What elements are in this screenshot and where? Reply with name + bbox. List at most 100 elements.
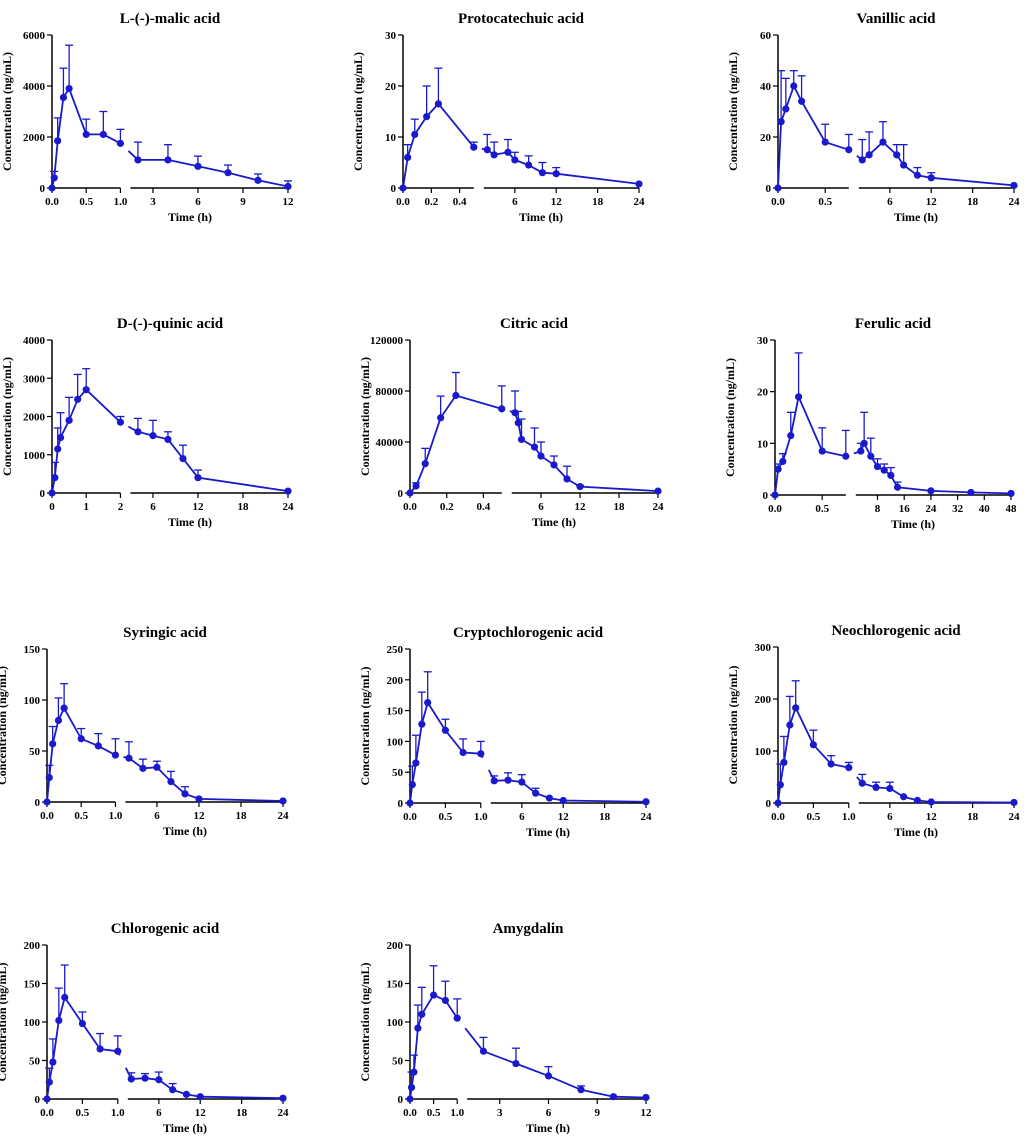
data-point — [545, 794, 554, 802]
x-tick-label: 24 — [634, 196, 646, 208]
chart-panel: Chlorogenic acid 0 50 100 150 200 Concentratio… — [0, 921, 289, 1135]
y-tick-label: 150 — [387, 706, 404, 718]
data-point — [94, 742, 102, 750]
x-tick-label: 6 — [195, 196, 201, 208]
x-tick-label: 6 — [538, 501, 544, 513]
data-point — [576, 483, 584, 491]
data-point — [54, 716, 63, 725]
x-tick-label: 0.5 — [818, 196, 832, 208]
x-tick-label: 24 — [653, 501, 665, 513]
data-point — [538, 169, 547, 177]
y-tick-label: 10 — [757, 438, 769, 450]
data-point — [181, 790, 189, 798]
data-point — [412, 759, 420, 767]
x-tick-label: 12 — [558, 811, 570, 823]
data-point — [406, 1095, 414, 1103]
data-point — [45, 1078, 53, 1086]
series-line — [777, 705, 849, 804]
series-line — [137, 430, 289, 492]
y-tick-label: 0 — [763, 490, 769, 502]
x-tick-label: 0.4 — [477, 501, 491, 513]
chart-panel: Neochlorogenic acid 0 100 200 300 Concentrati… — [726, 623, 1020, 839]
data-point — [514, 419, 522, 427]
series-line — [137, 158, 289, 188]
x-tick-label: 0.5 — [76, 1107, 90, 1119]
data-point — [504, 148, 512, 156]
data-point — [56, 433, 65, 442]
y-tick-label: 0 — [766, 183, 772, 195]
break-connector — [456, 1017, 460, 1022]
chart-title: Syringic acid — [123, 625, 207, 641]
x-tick-label: 0.0 — [40, 1107, 54, 1119]
chart-panel: Cryptochlorogenic acid 0 50 100 150 200 250 Con… — [358, 625, 652, 839]
data-point — [194, 162, 202, 170]
data-point — [642, 1093, 650, 1102]
x-tick-label: 6 — [546, 1107, 552, 1119]
data-point — [408, 780, 416, 789]
x-tick-label: 12 — [575, 501, 587, 513]
x-tick-label: 32 — [952, 503, 964, 515]
data-point — [552, 170, 560, 178]
x-tick-label: 0.0 — [403, 811, 417, 823]
x-tick-label: 6 — [519, 811, 525, 823]
data-point — [59, 93, 68, 102]
data-point — [406, 489, 414, 497]
data-point — [609, 1093, 618, 1101]
y-tick-label: 50 — [392, 1056, 404, 1068]
y-tick-label: 200 — [387, 940, 404, 952]
y-tick-label: 50 — [29, 746, 41, 758]
data-point — [51, 474, 59, 482]
y-axis-label: Concentration (ng/mL) — [0, 357, 14, 476]
data-point — [470, 143, 478, 151]
data-point — [857, 447, 865, 455]
data-point — [525, 161, 533, 169]
y-tick-label: 100 — [387, 1017, 404, 1029]
data-point — [54, 445, 62, 453]
data-point — [410, 1068, 418, 1076]
y-tick-label: 40000 — [376, 437, 404, 449]
series-line — [861, 782, 1015, 804]
data-point — [164, 156, 172, 164]
x-tick-label: 12 — [283, 196, 295, 208]
x-tick-label: 0.0 — [396, 196, 410, 208]
break-connector — [487, 769, 496, 782]
y-tick-label: 2000 — [23, 412, 46, 424]
x-tick-label: 12 — [551, 196, 563, 208]
series-line — [774, 393, 846, 496]
data-point — [880, 466, 888, 474]
chart-title: Chlorogenic acid — [111, 921, 220, 937]
data-point — [559, 796, 567, 805]
x-tick-label: 0.5 — [79, 196, 93, 208]
data-point — [913, 171, 922, 179]
x-tick-label: 1.0 — [450, 1107, 464, 1119]
x-tick-label: 24 — [1009, 196, 1021, 208]
x-tick-label: 18 — [967, 196, 979, 208]
y-tick-label: 100 — [755, 746, 772, 758]
data-point — [927, 487, 935, 495]
break-connector — [856, 776, 863, 784]
data-point — [65, 416, 73, 424]
data-point — [490, 151, 498, 159]
y-tick-label: 30 — [385, 30, 397, 42]
data-point — [654, 487, 662, 495]
data-point — [1007, 489, 1015, 498]
chart-panel: Syringic acid 0 50 100 150 Concentration (ng/… — [0, 625, 289, 838]
data-point — [50, 174, 58, 182]
x-tick-label: 0.4 — [453, 196, 467, 208]
data-point — [399, 184, 407, 192]
x-tick-label: 0.2 — [440, 501, 454, 513]
data-point — [786, 721, 794, 729]
y-tick-label: 250 — [387, 644, 404, 656]
series-link — [68, 88, 88, 135]
chart-panel: Protocatechuic acid 0 10 20 30 Concentration … — [351, 11, 645, 224]
data-point — [49, 740, 57, 748]
x-tick-label: 0.0 — [45, 196, 59, 208]
x-tick-label: 6 — [887, 196, 893, 208]
x-tick-label: 1.0 — [109, 810, 123, 822]
x-axis-label: Time (h) — [163, 824, 207, 838]
data-point — [99, 130, 107, 139]
data-point — [798, 97, 806, 105]
x-tick-label: 12 — [193, 810, 205, 822]
data-point — [776, 781, 784, 789]
